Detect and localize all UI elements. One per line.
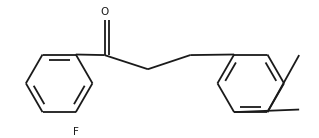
Text: O: O <box>100 7 109 17</box>
Text: F: F <box>73 127 79 137</box>
